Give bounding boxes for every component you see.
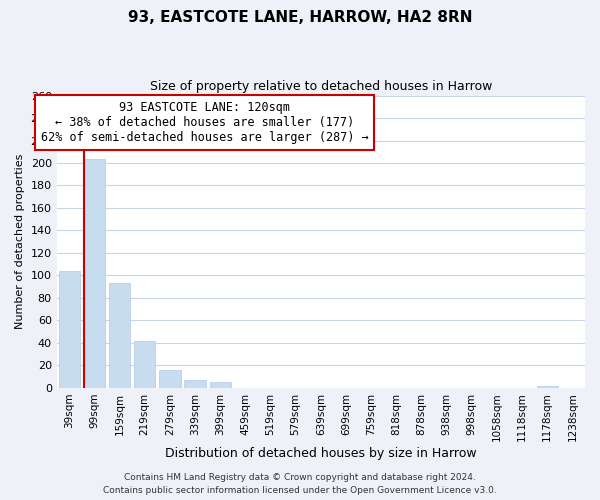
Bar bbox=[184, 380, 206, 388]
Bar bbox=[159, 370, 181, 388]
Y-axis label: Number of detached properties: Number of detached properties bbox=[15, 154, 25, 330]
Text: 93, EASTCOTE LANE, HARROW, HA2 8RN: 93, EASTCOTE LANE, HARROW, HA2 8RN bbox=[128, 10, 472, 25]
Bar bbox=[134, 340, 155, 388]
Text: 93 EASTCOTE LANE: 120sqm
← 38% of detached houses are smaller (177)
62% of semi-: 93 EASTCOTE LANE: 120sqm ← 38% of detach… bbox=[41, 102, 368, 144]
Bar bbox=[84, 158, 105, 388]
Title: Size of property relative to detached houses in Harrow: Size of property relative to detached ho… bbox=[149, 80, 492, 93]
Bar bbox=[209, 382, 231, 388]
X-axis label: Distribution of detached houses by size in Harrow: Distribution of detached houses by size … bbox=[165, 447, 476, 460]
Text: Contains HM Land Registry data © Crown copyright and database right 2024.
Contai: Contains HM Land Registry data © Crown c… bbox=[103, 474, 497, 495]
Bar bbox=[59, 271, 80, 388]
Bar bbox=[536, 386, 558, 388]
Bar bbox=[109, 284, 130, 388]
